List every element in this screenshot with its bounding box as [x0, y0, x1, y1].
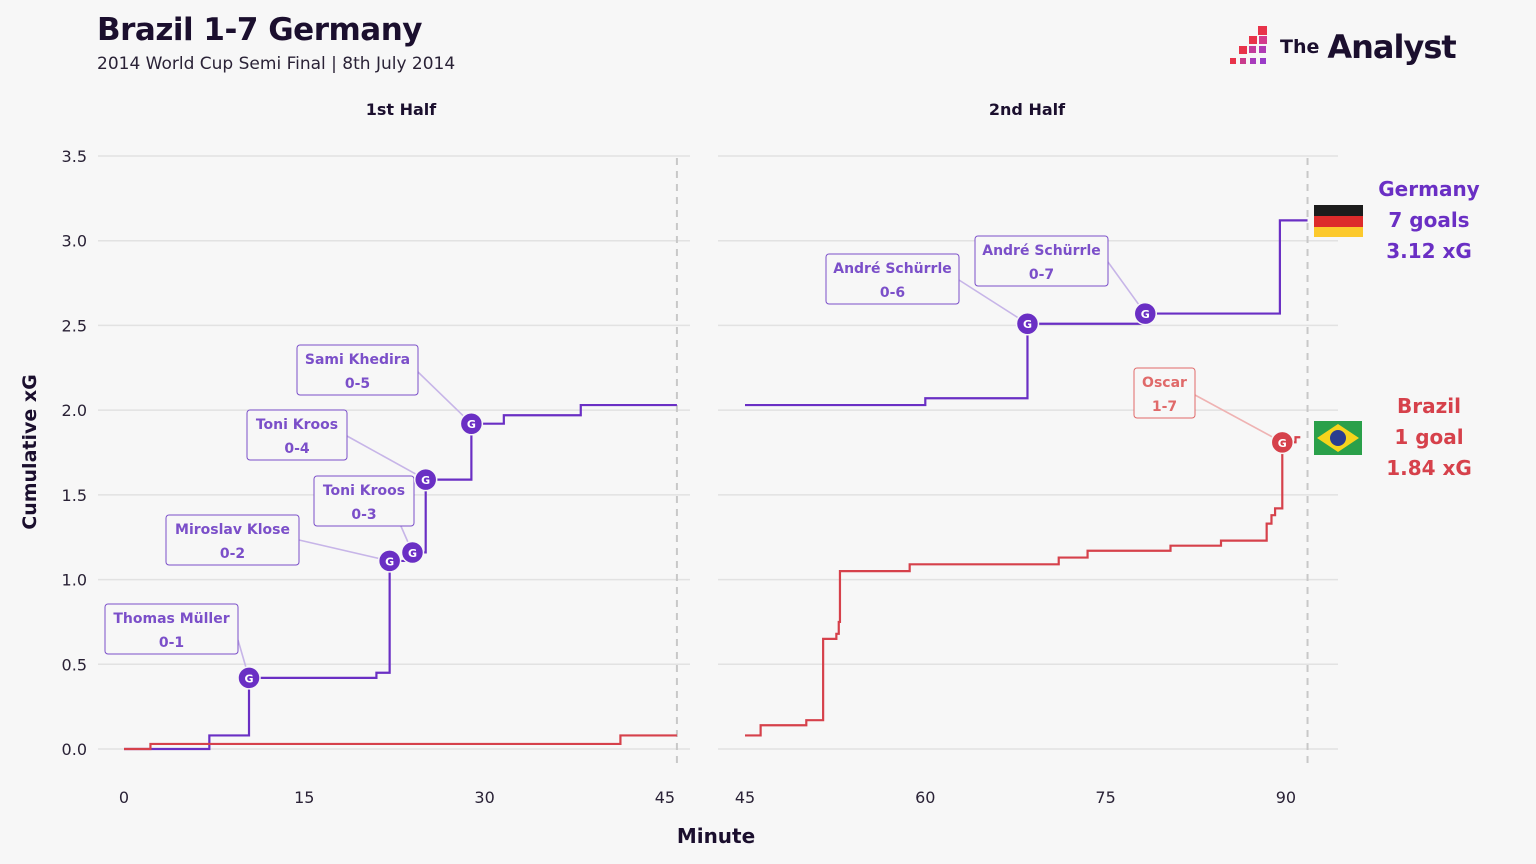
annotation-connector	[417, 371, 472, 425]
goal-score-label: 0-4	[284, 441, 310, 457]
germany-name: Germany	[1378, 177, 1480, 201]
goal-annotation-box	[1133, 367, 1196, 419]
x-tick-label: 30	[474, 788, 494, 807]
x-tick-label: 75	[1095, 788, 1115, 807]
goal-annotation-box	[246, 409, 348, 461]
goal-annotation-box	[104, 603, 239, 655]
goal-score-label: 0-3	[351, 507, 376, 523]
y-tick-label: 0.0	[62, 740, 87, 759]
y-tick-label: 1.0	[62, 571, 87, 590]
goal-scorer-label: André Schürrle	[833, 261, 952, 277]
y-tick-label: 1.5	[62, 486, 87, 505]
brazil-name: Brazil	[1397, 394, 1461, 418]
goal-scorer-label: André Schürrle	[982, 243, 1101, 259]
brazil-xg-line-half2	[745, 436, 1301, 737]
goal-scorer-label: Oscar	[1142, 375, 1187, 391]
y-axis-label: Cumulative xG	[19, 374, 41, 529]
goal-scorer-label: Miroslav Klose	[175, 522, 290, 538]
annotation-connector	[1194, 394, 1283, 444]
panel-title: 1st Half	[366, 100, 438, 119]
goal-score-label: 0-2	[220, 546, 245, 562]
goal-scorer-label: Sami Khedira	[305, 352, 410, 368]
x-tick-label: 0	[119, 788, 129, 807]
goal-marker-label: G	[421, 474, 430, 487]
goal-marker-label: G	[244, 672, 253, 685]
goal-marker-label: G	[1141, 308, 1150, 321]
goal-annotation-box	[296, 344, 419, 396]
goal-score-label: 0-5	[345, 376, 370, 392]
y-tick-label: 2.0	[62, 401, 87, 420]
x-tick-label: 90	[1276, 788, 1296, 807]
brazil-flag-globe	[1330, 430, 1346, 446]
goal-scorer-label: Thomas Müller	[113, 611, 229, 627]
x-axis-label: Minute	[677, 824, 755, 848]
germany-flag-red	[1314, 216, 1363, 227]
logo-mark-icon	[1230, 26, 1267, 64]
goal-marker	[1133, 301, 1158, 326]
goal-scorer-label: Toni Kroos	[323, 483, 405, 499]
chart-title: Brazil 1-7 Germany	[97, 12, 422, 48]
annotation-connector	[958, 279, 1028, 325]
goal-scorer-label: Toni Kroos	[256, 417, 338, 433]
goal-annotation-box	[313, 475, 415, 527]
goal-marker-label: G	[1278, 437, 1287, 450]
brazil-xg-line-half1	[124, 734, 677, 751]
goal-marker	[459, 411, 484, 436]
goal-marker	[400, 540, 425, 565]
brazil-goals: 1 goal	[1394, 425, 1464, 449]
goal-score-label: 0-6	[880, 285, 905, 301]
x-tick-label: 45	[655, 788, 675, 807]
y-tick-label: 2.5	[62, 316, 87, 335]
goal-marker	[237, 666, 261, 690]
brazil-xg: 1.84 xG	[1386, 456, 1472, 480]
y-tick-label: 0.5	[62, 655, 87, 674]
chart-subtitle: 2014 World Cup Semi Final | 8th July 201…	[97, 54, 456, 74]
germany-xg-line-half1	[124, 403, 677, 751]
the-analyst-logo: The Analyst	[1228, 26, 1457, 68]
x-tick-label: 60	[915, 788, 935, 807]
goal-score-label: 1-7	[1152, 399, 1177, 415]
annotation-connector	[298, 539, 390, 562]
goal-marker-label: G	[408, 547, 417, 560]
y-tick-label: 3.0	[62, 232, 87, 251]
goal-marker	[377, 549, 402, 573]
germany-summary: Germany 7 goals 3.12 xG	[1359, 174, 1499, 267]
goal-annotation-box	[974, 235, 1109, 287]
panel-title: 2nd Half	[989, 100, 1066, 119]
goal-score-label: 0-1	[159, 635, 184, 651]
y-tick-label: 3.5	[62, 147, 87, 166]
goal-annotation-box	[825, 253, 960, 305]
annotation-connector	[346, 435, 427, 481]
goal-marker	[413, 467, 438, 492]
goal-marker	[1015, 311, 1040, 336]
germany-xg: 3.12 xG	[1386, 239, 1472, 263]
goal-marker-label: G	[385, 555, 394, 568]
germany-xg-line-half2	[745, 219, 1308, 407]
goal-annotation-box	[165, 514, 300, 566]
x-tick-label: 45	[735, 788, 755, 807]
goal-marker-label: G	[467, 418, 476, 431]
brazil-summary: Brazil 1 goal 1.84 xG	[1359, 391, 1499, 484]
goal-score-label: 0-7	[1029, 267, 1054, 283]
germany-goals: 7 goals	[1388, 208, 1470, 232]
goal-marker-label: G	[1023, 318, 1032, 331]
germany-flag-gold	[1314, 227, 1363, 237]
germany-flag-black	[1314, 205, 1363, 216]
goal-marker	[1270, 430, 1295, 455]
x-tick-label: 15	[294, 788, 314, 807]
